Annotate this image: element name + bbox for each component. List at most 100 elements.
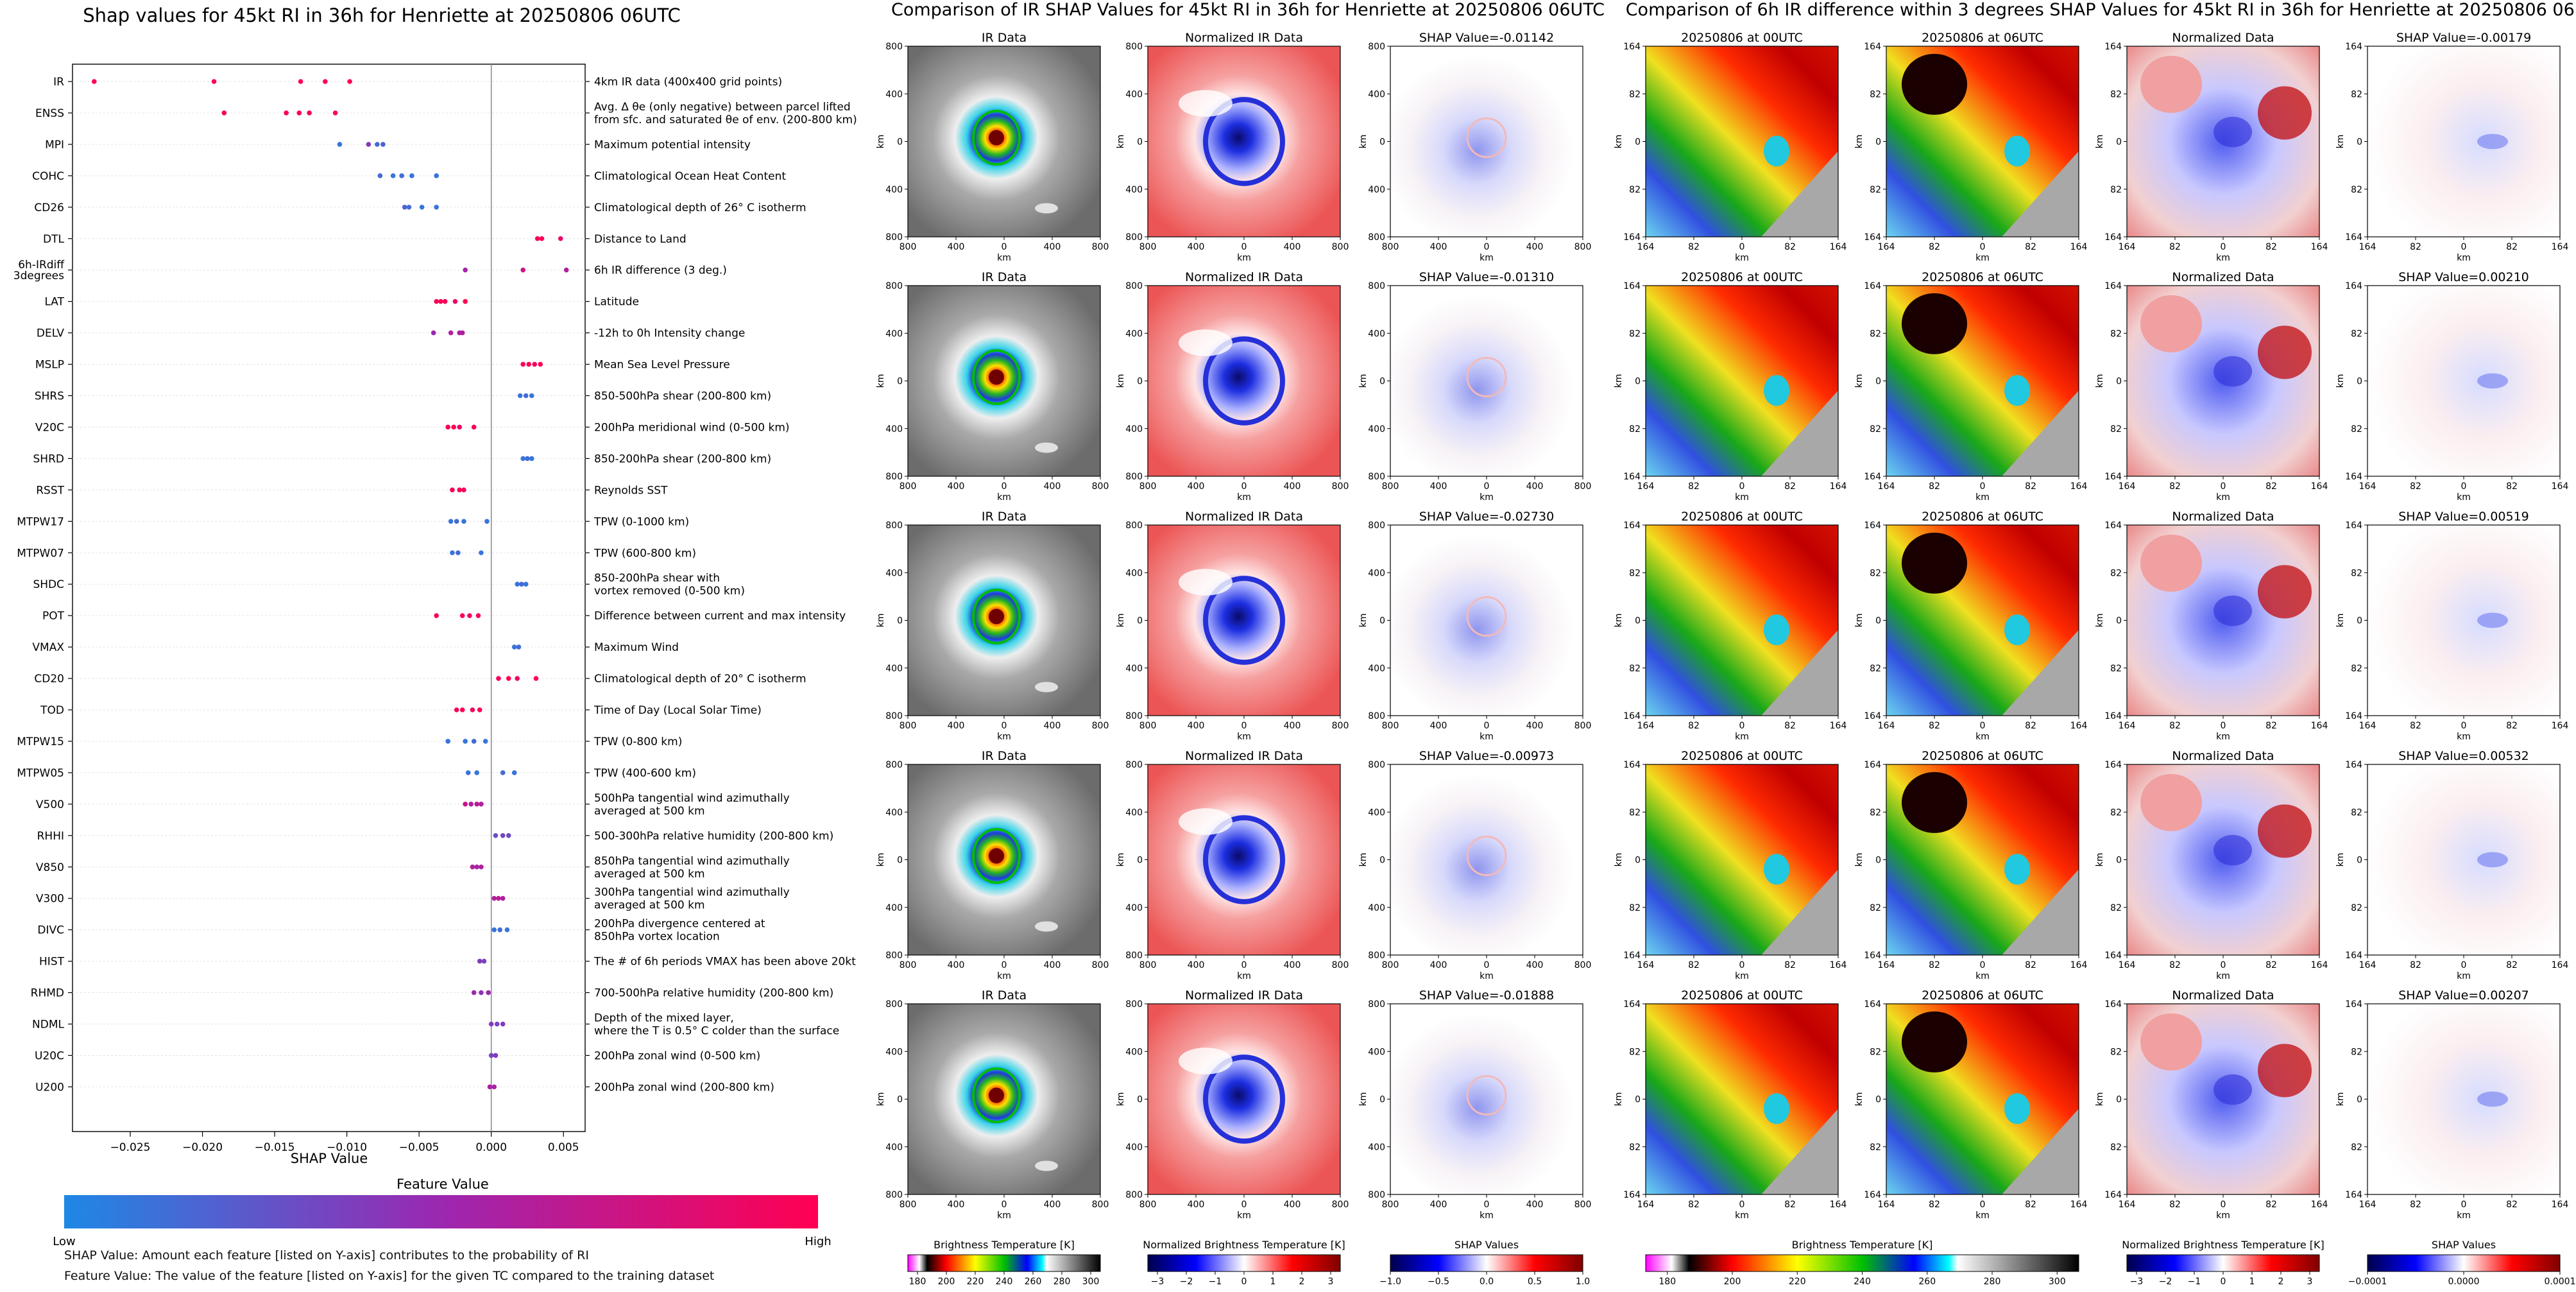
shap-point [479, 990, 484, 995]
x-tick-label: 800 [900, 1200, 917, 1210]
y-tick-label: 164 [1623, 711, 1641, 721]
y-axis-label: km [2335, 614, 2346, 628]
y-tick-label: 82 [1870, 903, 1881, 913]
y-tick-label: 164 [1864, 42, 1881, 52]
x-tick-label: 400 [1188, 242, 1205, 252]
feature-name: U20C [35, 1049, 64, 1062]
ir-data-image [908, 525, 1100, 716]
y-tick-label: 400 [1368, 1142, 1385, 1153]
x-axis-label: km [1237, 1210, 1251, 1221]
cyclone-eye [989, 1087, 1004, 1103]
x-axis-label: km [2216, 1210, 2230, 1221]
y-tick-label: 164 [2104, 472, 2122, 482]
shap-point [463, 267, 468, 273]
colorbar-tick-label: 280 [1984, 1277, 2001, 1287]
feature-description: 700-500hPa relative humidity (200-800 km… [594, 987, 833, 1000]
panel-title: 20250806 at 06UTC [1922, 749, 2043, 763]
shap-point [454, 519, 459, 524]
diff-shap-image [2367, 764, 2560, 955]
x-tick-label: 164 [1637, 1200, 1655, 1210]
shap-point [450, 487, 455, 493]
x-tick-label: 82 [1929, 1200, 1940, 1210]
x-tick-label: 800 [1332, 960, 1349, 970]
y-tick-label: 400 [1368, 664, 1385, 674]
x-axis-label: km [2457, 732, 2471, 742]
diff-shap-image [2367, 46, 2560, 237]
land-patch [2002, 390, 2079, 476]
x-tick-label: 164 [2119, 960, 2136, 970]
x-axis-label: km [997, 1210, 1011, 1221]
colorbar-tick-label: 0.0 [1480, 1277, 1494, 1287]
y-axis-label: km [2095, 135, 2105, 149]
x-tick-label: 82 [2506, 242, 2518, 252]
panel-title: 20250806 at 06UTC [1922, 510, 2043, 524]
x-tick-label: 82 [1688, 721, 1700, 731]
cloud-patch [1179, 569, 1233, 596]
cyclone-eye [1764, 854, 1789, 885]
shap-point [479, 550, 484, 556]
cyclone-eye [2004, 614, 2030, 646]
y-tick-label: 82 [2351, 903, 2362, 913]
diff-image-grid: 20250806 at 00UTC 164 82 0 82 164 km 164 82 0 82 16… [1614, 31, 2568, 1221]
feature-description: 200hPa divergence centered at [594, 918, 765, 931]
y-tick-label: 82 [2351, 664, 2362, 674]
shap-title: Shap values for 45kt RI in 36h for Henri… [83, 4, 681, 26]
x-tick-label: 400 [1284, 960, 1301, 970]
y-tick-label: 164 [2345, 521, 2362, 531]
y-tick-label: 800 [885, 1190, 903, 1200]
x-tick-label: 164 [2359, 481, 2376, 492]
feature-description: Reynolds SST [594, 484, 668, 497]
y-tick-label: 82 [2351, 329, 2362, 339]
x-tick-label: 0 [1002, 481, 1007, 492]
shap-point [457, 487, 462, 493]
colorbar-tick-label: 1.0 [1576, 1277, 1590, 1287]
x-tick-label: 800 [1332, 242, 1349, 252]
y-tick-label: 400 [1368, 903, 1385, 913]
x-tick-label: 400 [1044, 242, 1061, 252]
x-tick-label: 800 [1574, 481, 1592, 492]
feature-description: TPW (600-800 km) [593, 547, 696, 560]
x-tick-label: 400 [1526, 960, 1544, 970]
y-tick-label: 0 [1137, 137, 1143, 148]
shap-point [474, 802, 479, 807]
shap-point [390, 173, 396, 178]
ir-shap-image [1390, 46, 1583, 237]
shap-point [459, 613, 465, 618]
colorbar-tick-label: −1 [2188, 1277, 2201, 1287]
ir-image-grid: IR Data 800 400 0 400 800 km 800 400 0 400 800 km IR … [876, 31, 1591, 1221]
cyclone-band [972, 588, 1021, 645]
y-tick-label: 82 [1870, 1047, 1881, 1057]
colorbar-tick-label: 220 [967, 1277, 984, 1287]
shap-point [409, 173, 414, 178]
x-tick-label: 0 [1241, 960, 1247, 970]
shap-point [477, 707, 482, 712]
x-tick-label: 0 [1241, 481, 1247, 492]
colorbar-title: Brightness Temperature [K] [1792, 1239, 1933, 1251]
panel-title: Normalized IR Data [1185, 31, 1303, 45]
y-axis-label: km [1358, 853, 1369, 867]
colorbar-tick-label: 0.0000 [2448, 1277, 2480, 1287]
land-patch [2002, 630, 2079, 716]
panel-title: Normalized IR Data [1185, 988, 1303, 1003]
y-tick-label: 0 [1875, 137, 1881, 148]
shap-point [511, 770, 517, 775]
y-tick-label: 800 [885, 951, 903, 961]
shap-x-tick-label: −0.005 [399, 1141, 439, 1154]
feature-description: vortex removed (0-500 km) [594, 585, 745, 598]
panel-title: 20250806 at 06UTC [1922, 31, 2043, 45]
y-tick-label: 82 [1870, 664, 1881, 674]
x-tick-label: 164 [2359, 242, 2376, 252]
x-tick-label: 400 [1044, 481, 1061, 492]
cloud-patch [1035, 203, 1058, 214]
y-tick-label: 800 [1125, 521, 1143, 531]
y-tick-label: 164 [2345, 999, 2362, 1010]
y-tick-label: 164 [1623, 951, 1641, 961]
x-tick-label: 82 [2410, 1200, 2421, 1210]
x-tick-label: 82 [2025, 721, 2036, 731]
feature-name: SHRS [35, 390, 64, 403]
y-tick-label: 82 [1629, 807, 1641, 818]
x-tick-label: 400 [1188, 1200, 1205, 1210]
shap-point [452, 298, 458, 304]
shap-ring [1466, 1075, 1507, 1116]
y-axis-label: km [1116, 374, 1126, 388]
